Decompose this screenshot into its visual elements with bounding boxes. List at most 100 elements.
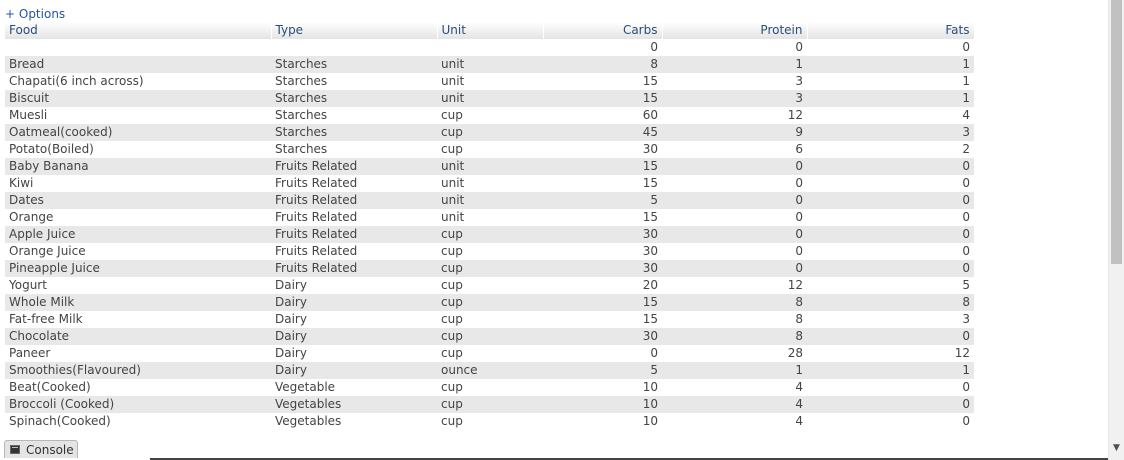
cell-carbs: 60 xyxy=(642,108,658,122)
cell-fats: 0 xyxy=(962,210,970,224)
cell-protein: 0 xyxy=(662,226,807,243)
cell-protein: 0 xyxy=(795,244,803,258)
cell-protein: 8 xyxy=(662,328,807,345)
cell-fats: 0 xyxy=(807,260,974,277)
cell-type: Starches xyxy=(271,124,437,141)
cell-unit: cup xyxy=(441,142,463,156)
cell-unit: cup xyxy=(441,108,463,122)
table-row: Fat-free Milk Dairy cup 15 8 3 xyxy=(5,311,974,328)
cell-fats: 0 xyxy=(807,226,974,243)
cell-protein: 3 xyxy=(795,74,803,88)
scroll-down-arrow-icon[interactable]: ▼ xyxy=(1113,443,1120,453)
cell-type: Starches xyxy=(271,90,437,107)
table-row: Oatmeal(cooked) Starches cup 45 9 3 xyxy=(5,124,974,141)
cell-unit: cup xyxy=(437,226,543,243)
table-row: Bread Starches unit 8 1 1 xyxy=(5,56,974,73)
cell-type: Starches xyxy=(271,56,437,73)
cell-carbs: 10 xyxy=(543,396,662,413)
table-row: Dates Fruits Related unit 5 0 0 xyxy=(5,192,974,209)
column-header-protein[interactable]: Protein xyxy=(662,22,808,39)
cell-type: Fruits Related xyxy=(271,192,437,209)
cell-type: Starches xyxy=(275,74,328,88)
cell-protein: 3 xyxy=(662,90,807,107)
table-row: Chapati(6 inch across) Starches unit 15 3 1 xyxy=(5,73,974,90)
cell-fats: 0 xyxy=(807,192,974,209)
cell-food xyxy=(5,39,271,56)
table-row: Potato(Boiled) Starches cup 30 6 2 xyxy=(5,141,974,158)
table-row: Muesli Starches cup 60 12 4 xyxy=(5,107,974,124)
cell-carbs: 8 xyxy=(543,56,662,73)
cell-carbs: 15 xyxy=(642,312,658,326)
cell-food: Biscuit xyxy=(5,90,271,107)
cell-food: Whole Milk xyxy=(5,294,271,311)
cell-protein: 0 xyxy=(662,260,807,277)
terminal-icon xyxy=(10,445,20,454)
table-row: Chocolate Dairy cup 30 8 0 xyxy=(5,328,974,345)
scrollbar-thumb[interactable] xyxy=(1111,0,1122,264)
cell-fats: 3 xyxy=(962,312,970,326)
table-row: Pineapple Juice Fruits Related cup 30 0 0 xyxy=(5,260,974,277)
cell-carbs: 5 xyxy=(543,362,662,379)
cell-protein: 9 xyxy=(662,124,807,141)
cell-food: Dates xyxy=(5,192,271,209)
column-header-fats[interactable]: Fats xyxy=(807,22,975,39)
cell-protein: 8 xyxy=(662,294,807,311)
options-toggle-link[interactable]: + Options xyxy=(5,7,66,21)
cell-fats: 0 xyxy=(962,176,970,190)
cell-carbs: 15 xyxy=(642,176,658,190)
cell-protein: 1 xyxy=(662,56,807,73)
column-header-unit[interactable]: Unit xyxy=(437,22,544,39)
cell-fats: 0 xyxy=(962,40,970,54)
cell-fats: 0 xyxy=(807,396,974,413)
cell-carbs: 10 xyxy=(642,414,658,428)
cell-type: Fruits Related xyxy=(275,210,358,224)
cell-type: Fruits Related xyxy=(271,226,437,243)
cell-carbs: 15 xyxy=(543,294,662,311)
cell-fats: 1 xyxy=(962,74,970,88)
cell-food: Broccoli (Cooked) xyxy=(5,396,271,413)
cell-unit: cup xyxy=(441,278,463,292)
cell-protein: 0 xyxy=(795,40,803,54)
cell-fats: 0 xyxy=(962,414,970,428)
cell-fats: 12 xyxy=(954,346,970,360)
table-row: 0 0 0 xyxy=(5,39,974,56)
data-table: Food Type Unit Carbs Protein Fats 0 0 0 Bre… xyxy=(5,22,975,430)
cell-carbs: 15 xyxy=(543,158,662,175)
cell-unit: unit xyxy=(437,192,543,209)
table-row: Broccoli (Cooked) Vegetables cup 10 4 0 xyxy=(5,396,974,413)
cell-type: Dairy xyxy=(275,312,307,326)
cell-type: Dairy xyxy=(271,294,437,311)
table-row: Whole Milk Dairy cup 15 8 8 xyxy=(5,294,974,311)
cell-food: Yogurt xyxy=(9,278,47,292)
column-header-type[interactable]: Type xyxy=(271,22,438,39)
console-tab[interactable]: Console xyxy=(4,440,78,458)
cell-type: Dairy xyxy=(271,328,437,345)
cell-food: Kiwi xyxy=(9,176,34,190)
cell-fats: 1 xyxy=(807,56,974,73)
cell-fats: 0 xyxy=(962,244,970,258)
table-row: Kiwi Fruits Related unit 15 0 0 xyxy=(5,175,974,192)
table-row: Baby Banana Fruits Related unit 15 0 0 xyxy=(5,158,974,175)
cell-unit xyxy=(437,39,543,56)
cell-type: Fruits Related xyxy=(271,158,437,175)
cell-carbs: 15 xyxy=(543,90,662,107)
cell-carbs: 15 xyxy=(642,74,658,88)
table-body: 0 0 0 Bread Starches unit 8 1 1 Chapati(6 inch ac… xyxy=(5,39,974,430)
cell-carbs: 0 xyxy=(650,346,658,360)
cell-unit: cup xyxy=(437,124,543,141)
cell-fats: 1 xyxy=(807,362,974,379)
cell-protein: 12 xyxy=(787,108,803,122)
table-row: Spinach(Cooked) Vegetables cup 10 4 0 xyxy=(5,413,974,430)
cell-type: Dairy xyxy=(275,346,307,360)
console-label: Console xyxy=(26,442,74,457)
cell-unit: unit xyxy=(437,158,543,175)
column-header-food[interactable]: Food xyxy=(5,22,272,39)
cell-type: Starches xyxy=(275,108,328,122)
cell-food: Potato(Boiled) xyxy=(9,142,94,156)
cell-fats: 0 xyxy=(962,380,970,394)
cell-food: Muesli xyxy=(9,108,48,122)
cell-type: Fruits Related xyxy=(275,244,358,258)
column-header-carbs[interactable]: Carbs xyxy=(543,22,663,39)
vertical-scrollbar[interactable]: ▼ xyxy=(1108,0,1124,460)
cell-food: Smoothies(Flavoured) xyxy=(5,362,271,379)
